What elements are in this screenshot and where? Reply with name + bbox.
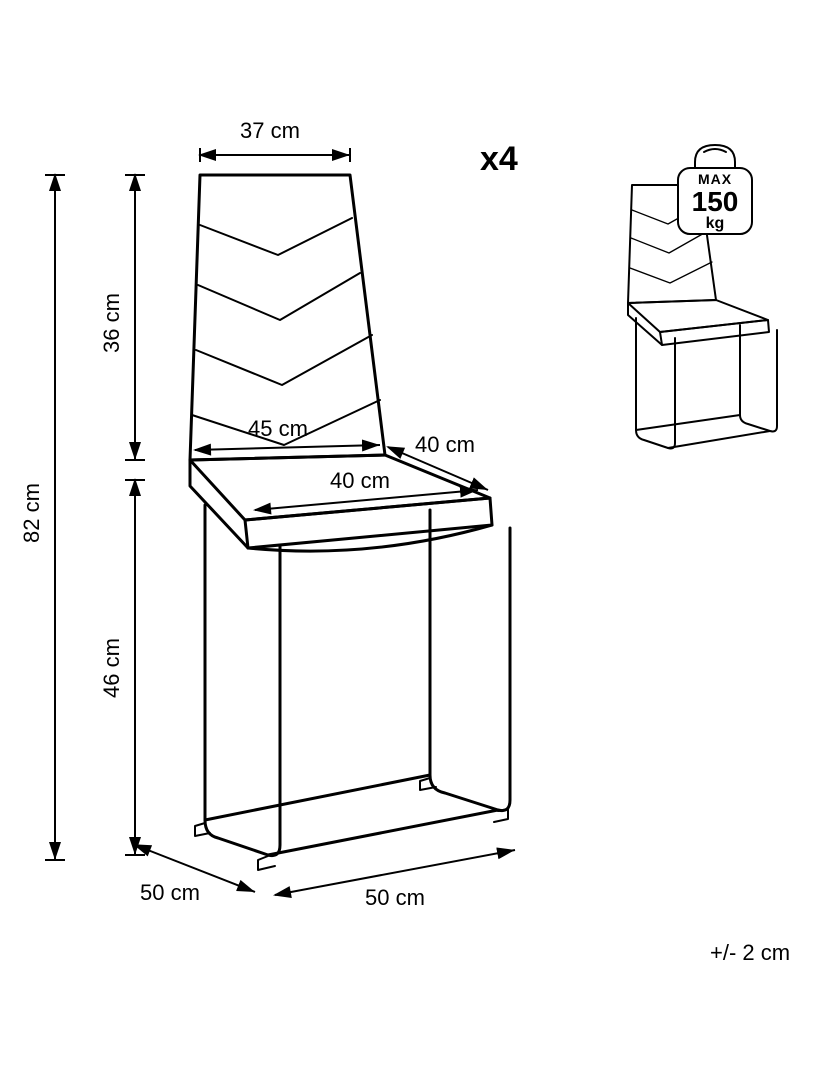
dim-base-depth: 50 cm bbox=[140, 880, 200, 906]
max-weight-value: 150 bbox=[682, 187, 748, 216]
dim-seat-width: 45 cm bbox=[248, 416, 308, 442]
main-chair bbox=[190, 175, 510, 870]
max-weight-label: MAX bbox=[682, 172, 748, 187]
max-weight-box: MAX 150 kg bbox=[682, 172, 748, 233]
quantity-label: x4 bbox=[480, 140, 518, 179]
max-weight-unit: kg bbox=[682, 216, 748, 233]
dim-seat-front-edge: 40 cm bbox=[330, 468, 390, 494]
dim-total-height: 82 cm bbox=[19, 483, 45, 543]
tolerance-label: +/- 2 cm bbox=[710, 940, 790, 966]
dim-back-height: 36 cm bbox=[99, 293, 125, 353]
dim-top-width: 37 cm bbox=[240, 118, 300, 144]
diagram-container: x4 +/- 2 cm 37 cm 82 cm 36 cm 46 cm 45 c… bbox=[0, 0, 830, 1080]
dim-base-width: 50 cm bbox=[365, 885, 425, 911]
dim-seat-depth-side: 40 cm bbox=[415, 432, 475, 458]
chair-diagram-svg bbox=[0, 0, 830, 1080]
dim-seat-height: 46 cm bbox=[99, 638, 125, 698]
